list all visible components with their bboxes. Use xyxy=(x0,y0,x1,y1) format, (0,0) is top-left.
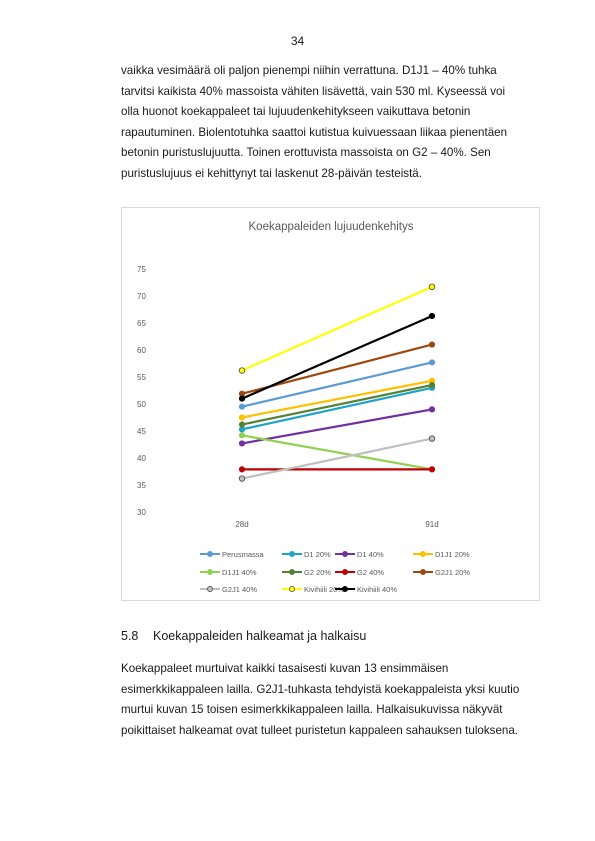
legend-label: Kivihiili 40% xyxy=(357,585,397,594)
section-heading: 5.8 Koekappaleiden halkeamat ja halkaisu xyxy=(121,629,366,643)
data-point xyxy=(239,404,245,410)
data-point xyxy=(239,476,245,482)
data-point xyxy=(429,407,435,413)
series-line xyxy=(242,435,432,469)
series-line xyxy=(242,409,432,443)
legend-marker xyxy=(289,586,294,591)
data-point xyxy=(239,368,245,374)
legend-label: D1J1 40% xyxy=(222,568,257,577)
series-line xyxy=(242,439,432,479)
data-point xyxy=(239,433,245,439)
data-point xyxy=(429,313,435,319)
legend-marker xyxy=(420,551,425,556)
chart-legend: Perusmassa D1 20% D1 40% D1J1 20% D1J1 40% G2… xyxy=(200,550,470,594)
data-point xyxy=(429,382,435,388)
data-point xyxy=(429,342,435,348)
paragraph-line: rapautuminen. Biolentotuhka saattoi kuti… xyxy=(121,123,521,144)
paragraph-line: puristuslujuus ei kehittynyt tai laskenu… xyxy=(121,164,521,185)
paragraph-line: Koekappaleet murtuivat kaikki tasaisesti… xyxy=(121,659,521,680)
legend-marker xyxy=(289,551,294,556)
x-tick-label: 91d xyxy=(425,520,438,529)
data-point xyxy=(239,467,245,473)
data-point xyxy=(239,441,245,447)
legend-marker xyxy=(342,569,347,574)
section-title: Koekappaleiden halkeamat ja halkaisu xyxy=(153,629,366,643)
legend-label: D1 20% xyxy=(304,550,331,559)
data-point xyxy=(239,422,245,428)
legend-label: G2J1 40% xyxy=(222,585,257,594)
legend-label: G2 20% xyxy=(304,568,331,577)
paragraph-line: poikittaiset halkeamat ovat tulleet puri… xyxy=(121,721,521,742)
paragraph-line: vaikka vesimäärä oli paljon pienempi nii… xyxy=(121,61,521,82)
series-line xyxy=(242,385,432,424)
legend-label: D1J1 20% xyxy=(435,550,470,559)
y-tick-label: 50 xyxy=(137,400,146,409)
paragraph-line: esimerkkikappaleen lailla. G2J1-tuhkasta… xyxy=(121,680,521,701)
y-tick-label: 65 xyxy=(137,319,146,328)
legend-marker xyxy=(342,551,347,556)
legend-marker xyxy=(207,586,212,591)
paragraph-line: murtui kuvan 15 toisen esimerkkikappalee… xyxy=(121,700,521,721)
legend-label: G2 40% xyxy=(357,568,384,577)
y-tick-label: 35 xyxy=(137,481,146,490)
y-tick-label: 75 xyxy=(137,265,146,274)
chart-figure: Koekappaleiden lujuudenkehitys 30 35 40 45 5… xyxy=(121,207,540,601)
page-number: 34 xyxy=(0,34,595,48)
y-tick-label: 30 xyxy=(137,508,146,517)
paragraph-line: olla huonot koekappaleet tai lujuudenkeh… xyxy=(121,102,521,123)
y-tick-label: 55 xyxy=(137,373,146,382)
paragraph-line: tarvitsi kaikista 40% massoista vähiten … xyxy=(121,82,521,103)
data-point xyxy=(239,396,245,402)
body-paragraph-1: vaikka vesimäärä oli paljon pienempi nii… xyxy=(121,61,521,184)
legend-marker xyxy=(342,586,347,591)
legend-marker xyxy=(289,569,294,574)
y-tick-label: 45 xyxy=(137,427,146,436)
plot-area: 30 35 40 45 50 55 60 65 70 75 28d 91d xyxy=(137,265,439,529)
y-tick-label: 70 xyxy=(137,292,146,301)
legend-label: Perusmassa xyxy=(222,550,265,559)
chart-title: Koekappaleiden lujuudenkehitys xyxy=(249,221,414,233)
legend-label: D1 40% xyxy=(357,550,384,559)
series-line xyxy=(242,388,432,430)
data-point xyxy=(429,360,435,366)
y-tick-label: 40 xyxy=(137,454,146,463)
paragraph-line: betonin puristuslujuutta. Toinen erottuv… xyxy=(121,143,521,164)
data-point xyxy=(429,436,435,442)
y-tick-label: 60 xyxy=(137,346,146,355)
section-number: 5.8 xyxy=(121,629,153,643)
data-point xyxy=(429,467,435,473)
legend-label: G2J1 20% xyxy=(435,568,470,577)
legend-marker xyxy=(207,551,212,556)
legend-marker xyxy=(207,569,212,574)
legend-marker xyxy=(420,569,425,574)
line-chart: Koekappaleiden lujuudenkehitys 30 35 40 45 5… xyxy=(122,208,541,602)
data-point xyxy=(429,284,435,290)
data-point xyxy=(239,415,245,421)
body-paragraph-2: Koekappaleet murtuivat kaikki tasaisesti… xyxy=(121,659,521,741)
x-tick-label: 28d xyxy=(235,520,248,529)
